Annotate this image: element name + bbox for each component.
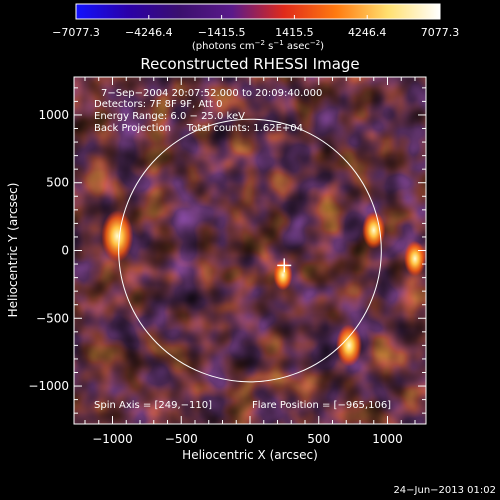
annotation-spin-axis: Spin Axis = [249,−110]: [94, 400, 212, 411]
y-tick-label: −500: [36, 311, 69, 325]
annotation-flare-position: Flare Position = [−965,106]: [252, 400, 391, 411]
footer-date: 24−Jun−2013 01:02: [393, 485, 496, 496]
x-tick-label: 0: [246, 432, 254, 446]
bright-source: [273, 259, 293, 291]
plot-area: [74, 77, 426, 424]
x-axis-tick-labels: −1000 −500 0 500 1000: [92, 432, 403, 446]
colorbar-units: (photons cm−2 s−1 asec−2): [192, 39, 324, 52]
colorbar-tick-labels: −7077.3 −4246.4 −1415.5 1415.5 4246.4 7077.3: [52, 26, 459, 39]
annotation-energy-range: Energy Range: 6.0 − 25.0 keV: [94, 111, 245, 122]
y-tick-label: 1000: [38, 108, 69, 122]
colorbar-tick-label: −4246.4: [125, 26, 173, 39]
x-tick-label: 500: [307, 432, 330, 446]
x-tick-label: −500: [165, 432, 198, 446]
center-cross-marker: [277, 258, 292, 273]
y-axis-ticks: [74, 87, 426, 414]
bright-source: [404, 240, 426, 277]
x-axis-ticks: [84, 77, 416, 424]
y-tick-label: −1000: [28, 379, 69, 393]
y-tick-label: 0: [61, 244, 69, 258]
y-axis-tick-labels: 1000 500 0 −500 −1000: [28, 108, 69, 393]
annotation-time-range: 7−Sep−2004 20:07:52.000 to 20:09:40.000: [101, 88, 322, 99]
bright-source: [101, 210, 134, 263]
annotations: 7−Sep−2004 20:07:52.000 to 20:09:40.000 …: [94, 88, 391, 411]
solar-limb-circle: [118, 118, 382, 383]
annotation-detectors: Detectors: 7F 8F 9F, Att 0: [94, 99, 222, 110]
bright-sources: [101, 210, 426, 367]
colorbar-tick-label: 7077.3: [421, 26, 460, 39]
x-tick-label: −1000: [92, 432, 133, 446]
colorbar-tick-label: −1415.5: [198, 26, 246, 39]
y-axis-label: Heliocentric Y (arcsec): [6, 183, 20, 318]
colorbar-gradient: [75, 3, 441, 20]
colorbar-tick-label: 4246.4: [348, 26, 387, 39]
x-tick-label: 1000: [372, 432, 403, 446]
colorbar: −7077.3 −4246.4 −1415.5 1415.5 4246.4 7077.3 …: [52, 3, 459, 52]
bright-source: [335, 324, 363, 367]
colorbar-ticks: [75, 15, 441, 19]
image-background: [74, 77, 426, 424]
colorbar-tick-label: −7077.3: [52, 26, 100, 39]
bright-source: [362, 211, 386, 250]
y-tick-label: 500: [46, 176, 69, 190]
chart-title: Reconstructed RHESSI Image: [140, 55, 359, 73]
annotation-method-counts: Back Projection Total counts: 1.62E+04: [94, 123, 303, 134]
x-axis-label: Heliocentric X (arcsec): [182, 448, 318, 462]
colorbar-tick-label: 1415.5: [275, 26, 314, 39]
